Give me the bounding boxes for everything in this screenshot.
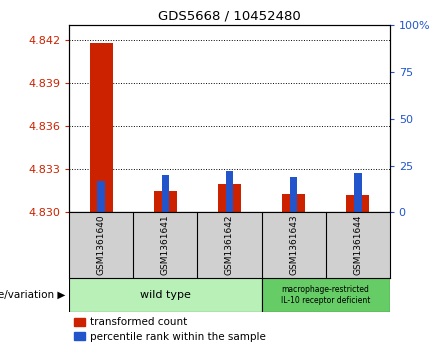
Text: wild type: wild type bbox=[140, 290, 191, 300]
Text: genotype/variation ▶: genotype/variation ▶ bbox=[0, 290, 65, 300]
Text: GSM1361640: GSM1361640 bbox=[97, 215, 106, 276]
Bar bbox=[346, 195, 369, 212]
Bar bbox=[354, 173, 362, 212]
Bar bbox=[290, 177, 297, 212]
Bar bbox=[97, 180, 105, 212]
Text: GSM1361642: GSM1361642 bbox=[225, 215, 234, 275]
Text: GSM1361644: GSM1361644 bbox=[353, 215, 362, 275]
Bar bbox=[262, 278, 390, 312]
Bar bbox=[154, 191, 177, 212]
Bar bbox=[69, 278, 262, 312]
Bar bbox=[282, 194, 305, 212]
Text: GSM1361643: GSM1361643 bbox=[289, 215, 298, 276]
Bar bbox=[226, 171, 233, 212]
Legend: transformed count, percentile rank within the sample: transformed count, percentile rank withi… bbox=[74, 317, 266, 342]
Bar bbox=[218, 184, 241, 212]
Text: GSM1361641: GSM1361641 bbox=[161, 215, 170, 276]
Text: macrophage-restricted
IL-10 receptor deficient: macrophage-restricted IL-10 receptor def… bbox=[281, 285, 370, 305]
Bar bbox=[162, 175, 169, 212]
Bar bbox=[90, 43, 113, 212]
Title: GDS5668 / 10452480: GDS5668 / 10452480 bbox=[158, 10, 301, 23]
